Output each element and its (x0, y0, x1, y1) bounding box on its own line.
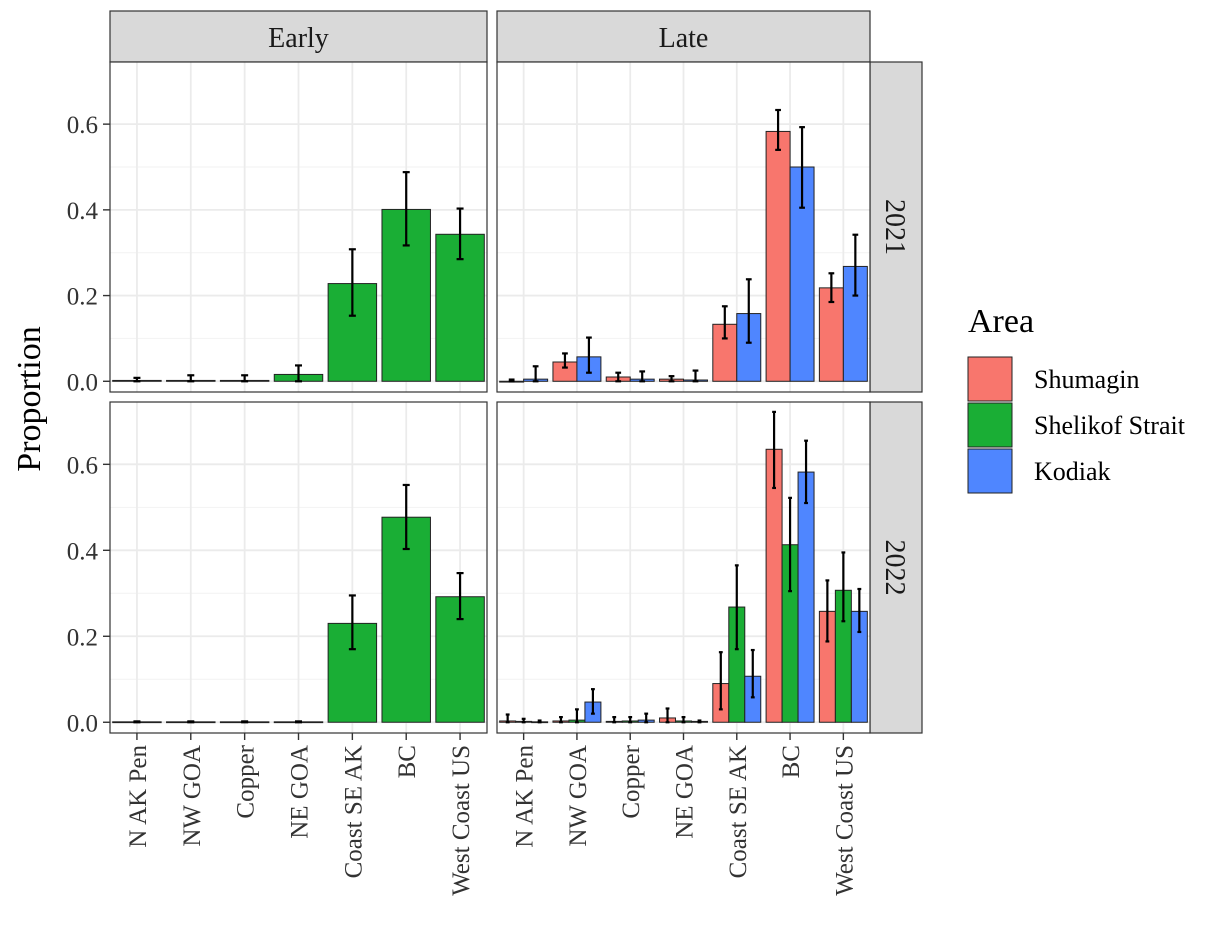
panel-late-2022 (496, 401, 871, 734)
bar-shumagin-bc (765, 448, 783, 723)
x-tick-label-coast-se-ak: Coast SE AK (725, 745, 752, 878)
panel-border (496, 61, 871, 393)
facet-strip-2022 (869, 401, 923, 734)
facet-label-early: Early (268, 23, 329, 54)
y-tick-label: 0.6 (67, 452, 98, 479)
x-tick-label-west-coast-us: West Coast US (448, 745, 475, 896)
facet-strip-early (109, 10, 488, 63)
panel-early-2021 (109, 61, 488, 393)
facet-label-late: Late (659, 23, 709, 54)
legend-label-shelikof-strait: Shelikof Strait (1034, 411, 1186, 440)
x-tick-label-copper: Copper (618, 744, 645, 818)
x-tick-label-coast-se-ak: Coast SE AK (340, 745, 367, 878)
legend-label-shumagin: Shumagin (1034, 365, 1139, 394)
legend: Area Shumagin Shelikof Strait Kodiak (967, 303, 1186, 494)
facet-label-2022: 2022 (879, 540, 910, 596)
y-tick-label: 0.4 (67, 538, 99, 565)
x-tick-label-copper: Copper (233, 744, 260, 818)
x-tick-label-ne-goa: NE GOA (287, 745, 314, 839)
legend-title: Area (968, 303, 1034, 340)
facet-strip-late (496, 10, 871, 63)
y-tick-label: 0.0 (67, 710, 98, 737)
legend-key-shumagin (967, 356, 1013, 402)
panel-border (109, 61, 488, 393)
bar-shumagin-bc (765, 130, 791, 382)
facet-label-2021: 2021 (879, 199, 910, 255)
panel-late-2021 (496, 61, 871, 393)
legend-key-kodiak (967, 448, 1013, 494)
x-tick-label-n-ak-pen: N AK Pen (125, 745, 152, 848)
y-tick-label: 0.6 (67, 112, 98, 139)
facet-strip-2021 (869, 61, 923, 393)
y-tick-label: 0.2 (67, 284, 98, 311)
x-tick-label-bc: BC (394, 745, 421, 778)
x-tick-label-nw-goa: NW GOA (179, 745, 206, 847)
x-tick-label-nw-goa: NW GOA (565, 745, 592, 847)
bar-kodiak-bc (797, 471, 815, 723)
panel-early-2022 (109, 401, 488, 734)
legend-key-shelikof-strait (967, 402, 1013, 448)
y-tick-label: 0.2 (67, 624, 98, 651)
x-tick-label-bc: BC (778, 745, 805, 778)
x-tick-label-ne-goa: NE GOA (672, 745, 699, 839)
y-tick-label: 0.4 (67, 198, 99, 225)
x-tick-label-west-coast-us: West Coast US (831, 745, 858, 896)
y-tick-label: 0.0 (67, 369, 98, 396)
chart-panels: Early Late 2021 2022 0.0 0.2 0.4 0.6 0.0 0.2 0.4 0.… (67, 10, 923, 896)
y-axis-title: Proportion (11, 326, 48, 471)
x-tick-label-n-ak-pen: N AK Pen (512, 745, 539, 848)
legend-label-kodiak: Kodiak (1034, 457, 1111, 486)
